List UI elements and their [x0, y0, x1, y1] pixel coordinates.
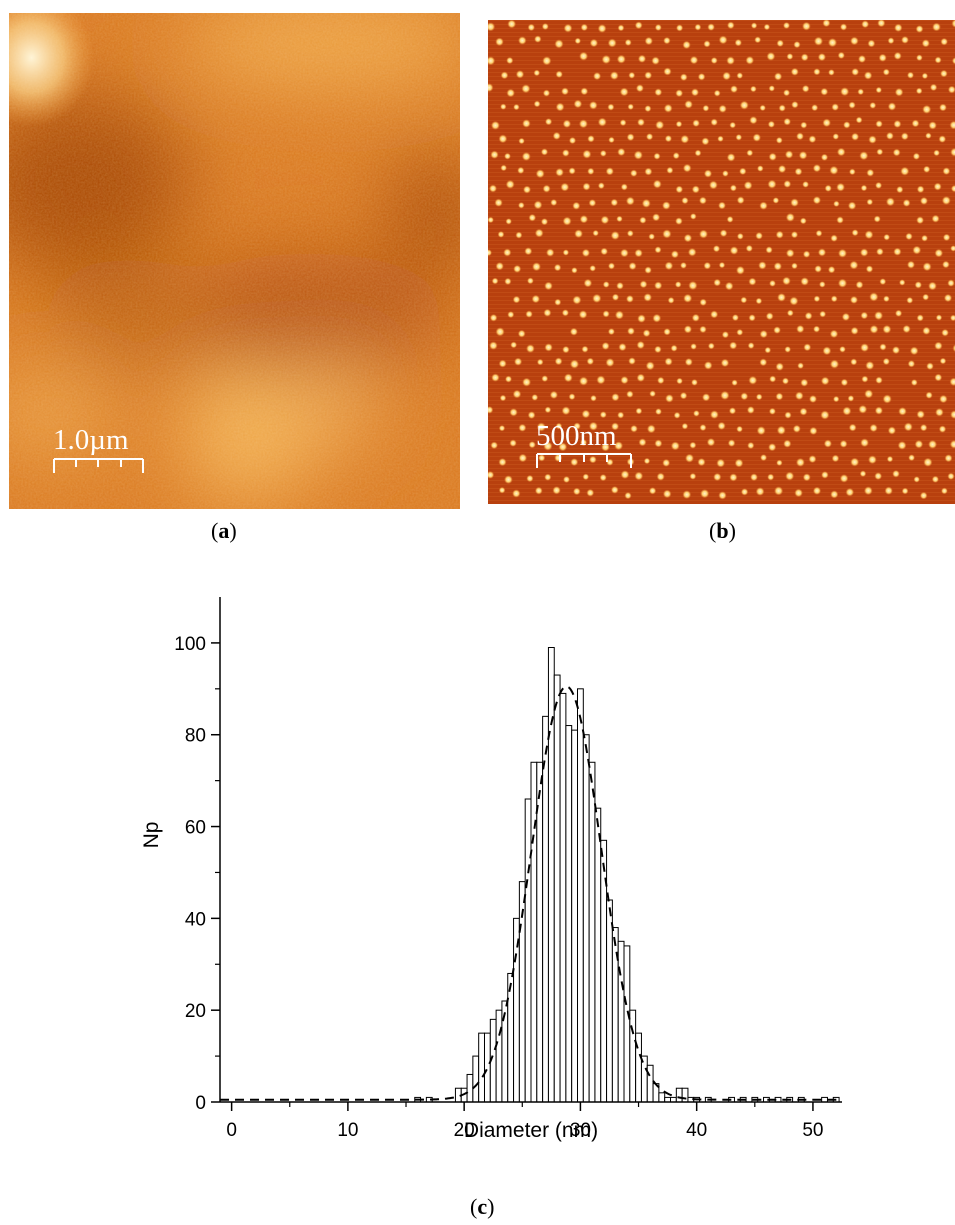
caption-b: (b) — [709, 518, 736, 543]
scale-bar-b — [536, 453, 632, 468]
histogram-bar — [542, 715, 549, 1103]
x-tick-label: 10 — [337, 1120, 358, 1141]
y-tick-label: 40 — [185, 909, 206, 930]
histogram-bar — [571, 729, 579, 1103]
histogram-bar — [658, 1092, 666, 1103]
histogram-bar — [472, 1055, 480, 1103]
histogram-bar — [507, 972, 515, 1103]
x-tick-label: 30 — [570, 1120, 591, 1141]
histogram-bar — [629, 1009, 637, 1103]
x-tick-label: 40 — [686, 1120, 707, 1141]
gaussian-fit-curve — [220, 685, 841, 1101]
histogram-bar — [536, 761, 544, 1103]
plot-area: 0 10 20 30 40 50 0 20 40 60 80 100 — [174, 597, 842, 1141]
histogram-bar — [588, 761, 596, 1103]
histogram-bar — [582, 734, 590, 1103]
histogram-bar — [524, 798, 532, 1103]
histogram-bar — [495, 1009, 503, 1103]
y-tick-label: 60 — [185, 818, 206, 839]
histogram-bar — [553, 674, 561, 1103]
afm-image-b: 500nm — [488, 20, 955, 504]
histogram-bar — [565, 725, 573, 1103]
x-tick-label: 20 — [454, 1120, 475, 1141]
histogram-bar — [681, 1087, 689, 1103]
y-tick-label: 0 — [195, 1093, 206, 1114]
nanodot-array — [488, 20, 955, 500]
x-axis-label: Diameter (nm) — [464, 1119, 598, 1142]
histogram-bar — [559, 692, 567, 1103]
histogram-bar — [640, 1055, 648, 1103]
histogram-bar — [617, 940, 625, 1103]
histogram-bar — [478, 1032, 485, 1103]
x-tick-label: 50 — [802, 1120, 823, 1141]
histogram-bar — [606, 899, 613, 1103]
histogram-bar — [623, 945, 631, 1103]
diameter-histogram: 0 10 20 30 40 50 0 20 40 60 80 100 Diameter (nm) Np — [140, 597, 842, 1142]
histogram-bar — [646, 1064, 654, 1103]
scale-bar-a — [53, 458, 144, 473]
afm-image-a: 1.0µm — [9, 13, 460, 509]
scale-label-a: 1.0µm — [53, 424, 129, 456]
afm-topography-a — [9, 13, 460, 509]
afm-nanodots-b — [488, 20, 955, 504]
histogram-bar — [547, 647, 555, 1103]
histogram-bar — [675, 1087, 683, 1103]
y-axis-label: Np — [140, 822, 163, 849]
caption-a: (a) — [211, 518, 237, 543]
histogram-bar — [466, 1073, 474, 1103]
histogram-bar — [594, 807, 602, 1103]
histogram-bar — [484, 1032, 491, 1103]
y-tick-label: 20 — [185, 1001, 206, 1022]
caption-c: (c) — [470, 1194, 495, 1219]
scale-label-b: 500nm — [536, 420, 617, 452]
y-tick-label: 100 — [174, 634, 206, 655]
x-tick-label: 0 — [226, 1120, 237, 1141]
histogram-bar — [577, 688, 584, 1103]
y-tick-label: 80 — [185, 726, 206, 747]
